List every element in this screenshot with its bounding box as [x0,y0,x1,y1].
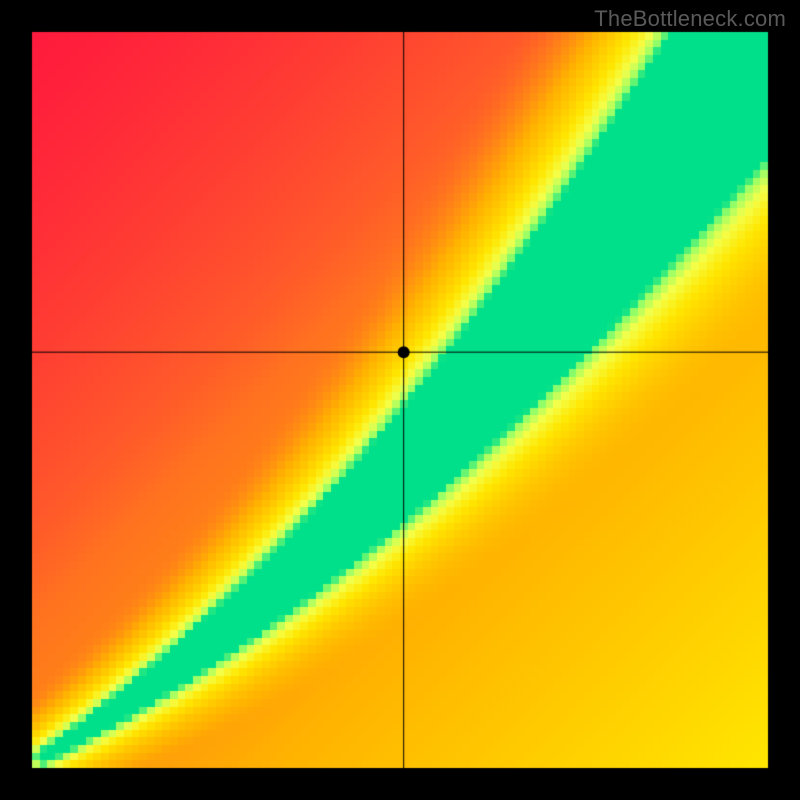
watermark-text: TheBottleneck.com [594,6,786,32]
chart-container: TheBottleneck.com [0,0,800,800]
bottleneck-heatmap [0,0,800,800]
